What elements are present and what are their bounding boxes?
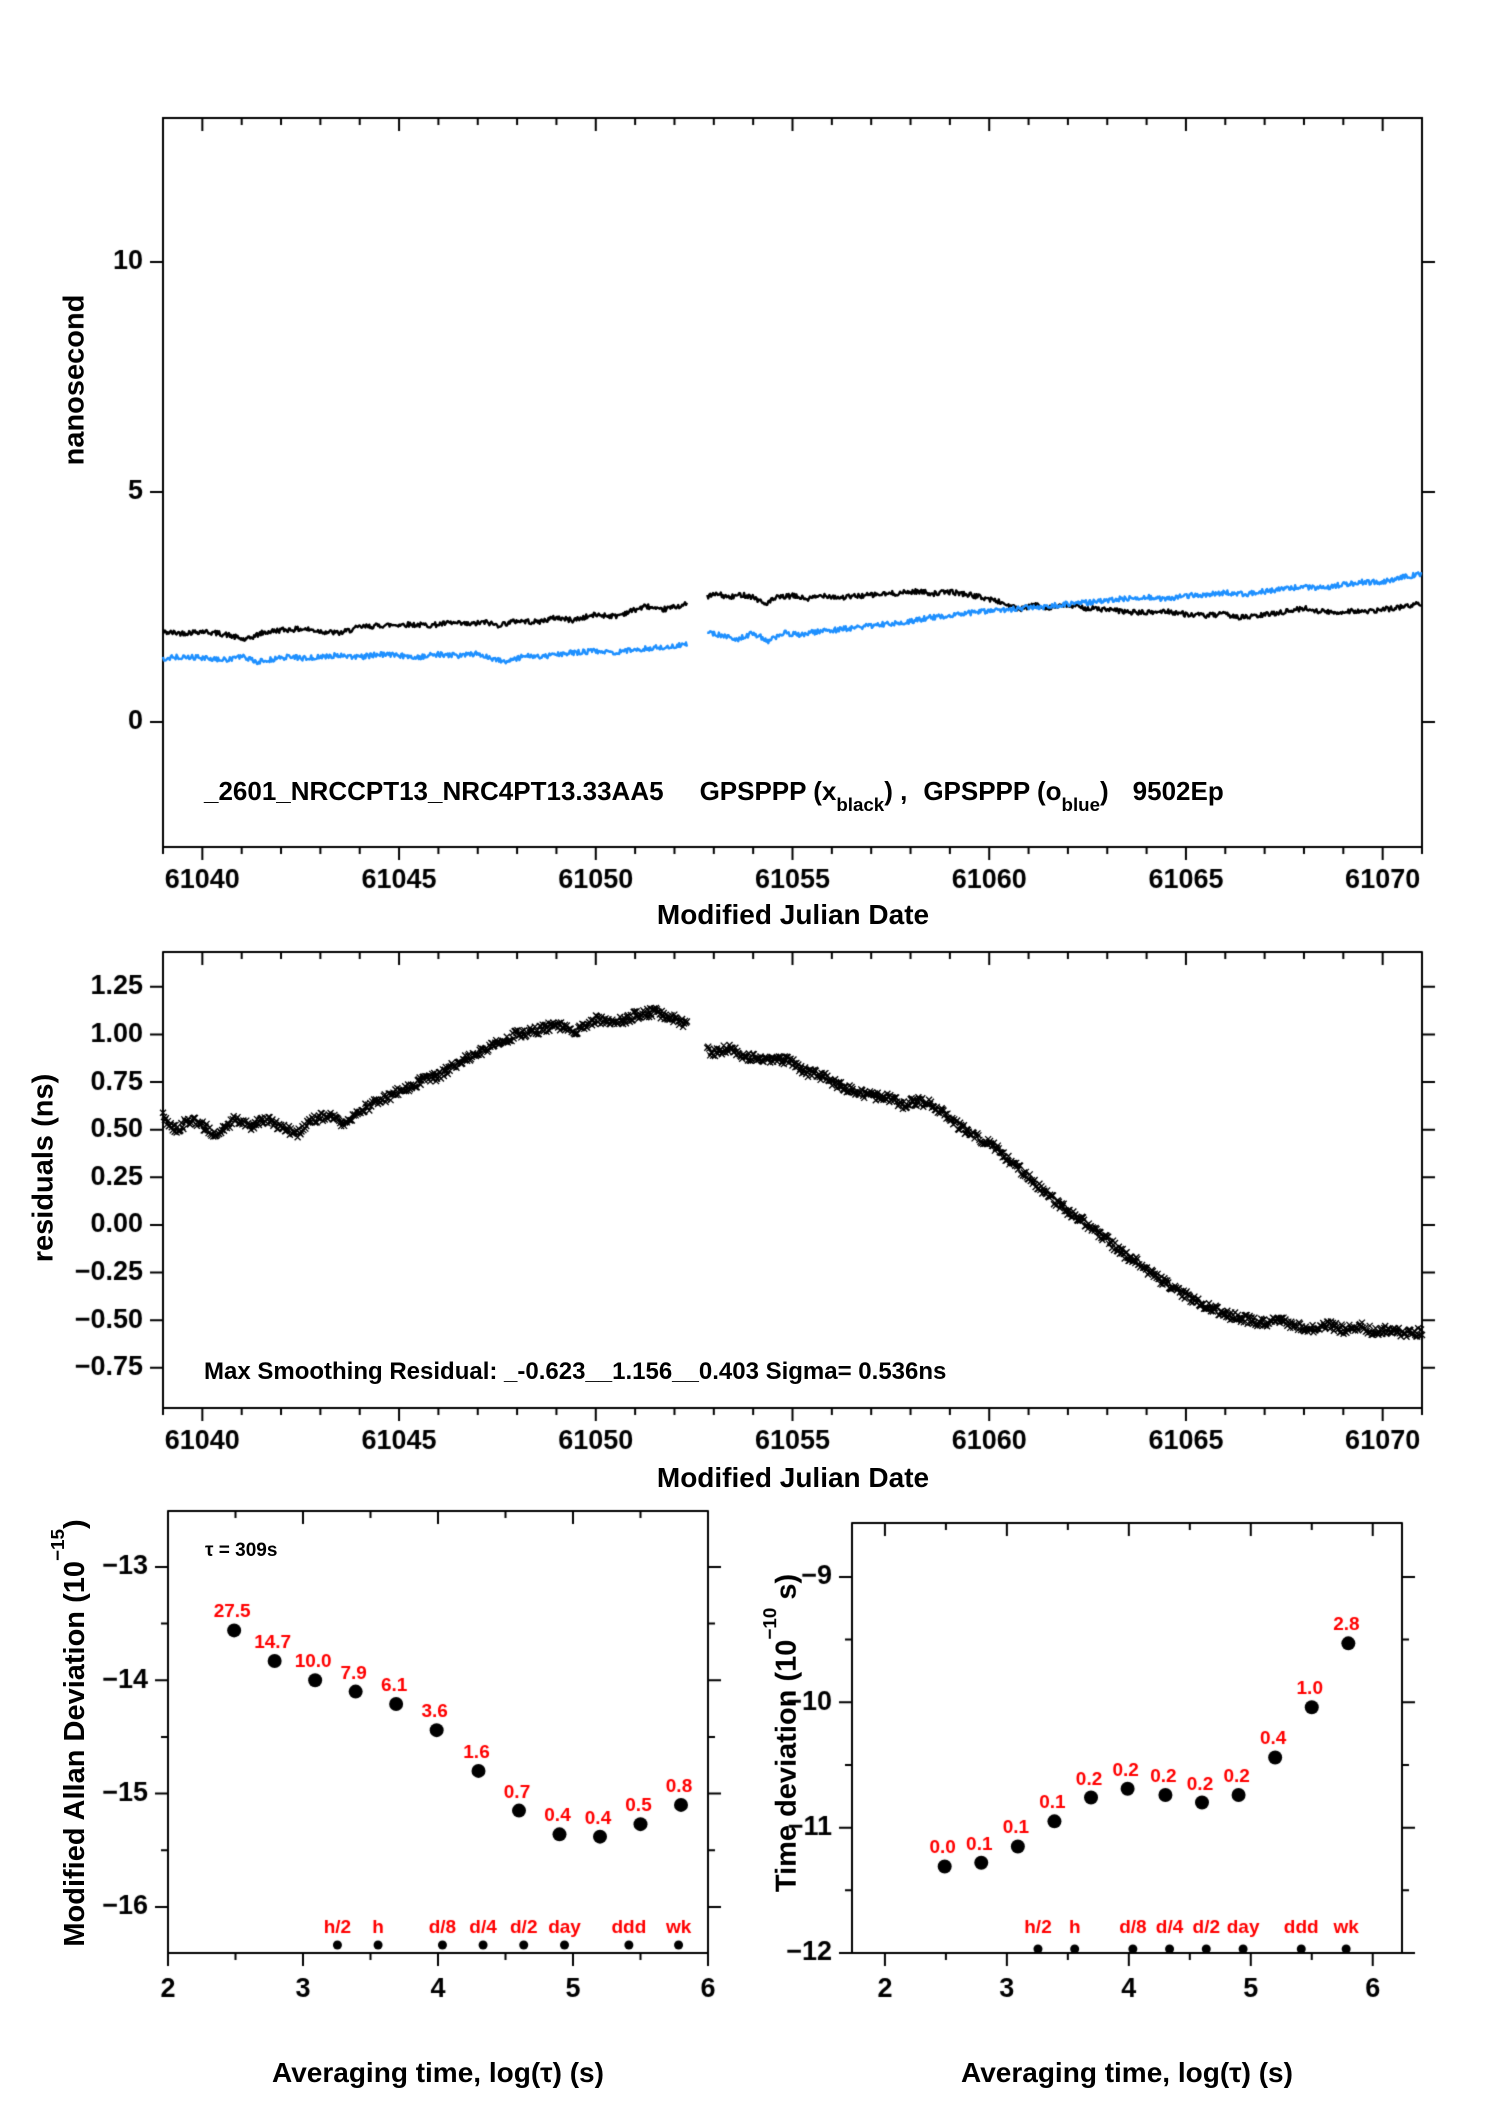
mdev-x-axis-title: Averaging time, log(τ) (s)	[272, 2057, 604, 2088]
series-blue-label: GPSPPP (o	[923, 776, 1062, 806]
tdev-y-title-close: s)	[770, 1573, 803, 1608]
mdev-y-title-exponent: −15	[46, 1529, 68, 1561]
receiver-code-label: 9502Ep	[1132, 776, 1224, 806]
tdev-y-axis-title: Time deviation (10−10 s)	[759, 1573, 804, 1893]
tdev-y-title-text: Time deviation (10	[770, 1639, 803, 1893]
series-black-label: GPSPPP (x	[699, 776, 837, 806]
residuals-y-axis-title: residuals (ns)	[27, 1073, 60, 1263]
series-blue-subscript: blue	[1061, 794, 1100, 816]
mdev-y-title-close: )	[58, 1519, 91, 1530]
series-separator: ) ,	[884, 776, 908, 806]
tdev-x-axis-title: Averaging time, log(τ) (s)	[961, 2057, 1293, 2088]
tau-annotation: τ = 309s	[205, 1540, 278, 1561]
phase-plot-title: _2601_NRCCPT13_NRC4PT13.33AA5 GPSPPP (xbl…	[204, 776, 1224, 815]
mdev-y-title-text: Modified Allan Deviation (10	[58, 1561, 91, 1947]
residuals-x-axis-title: Modified Julian Date	[656, 1462, 930, 1493]
phase-y-axis-title: nanosecond	[58, 294, 91, 466]
tdev-y-title-exponent: −10	[758, 1607, 780, 1640]
series-black-subscript: black	[836, 794, 885, 816]
phase-x-axis-title: Modified Julian Date	[656, 899, 930, 930]
mdev-y-axis-title: Modified Allan Deviation (10−15)	[47, 1519, 92, 1947]
series-blue-close: )	[1100, 776, 1109, 806]
max-smoothing-residual-annotation: Max Smoothing Residual: _-0.623__1.156__…	[204, 1358, 947, 1385]
dataset-id-label: _2601_NRCCPT13_NRC4PT13.33AA5	[204, 776, 664, 806]
